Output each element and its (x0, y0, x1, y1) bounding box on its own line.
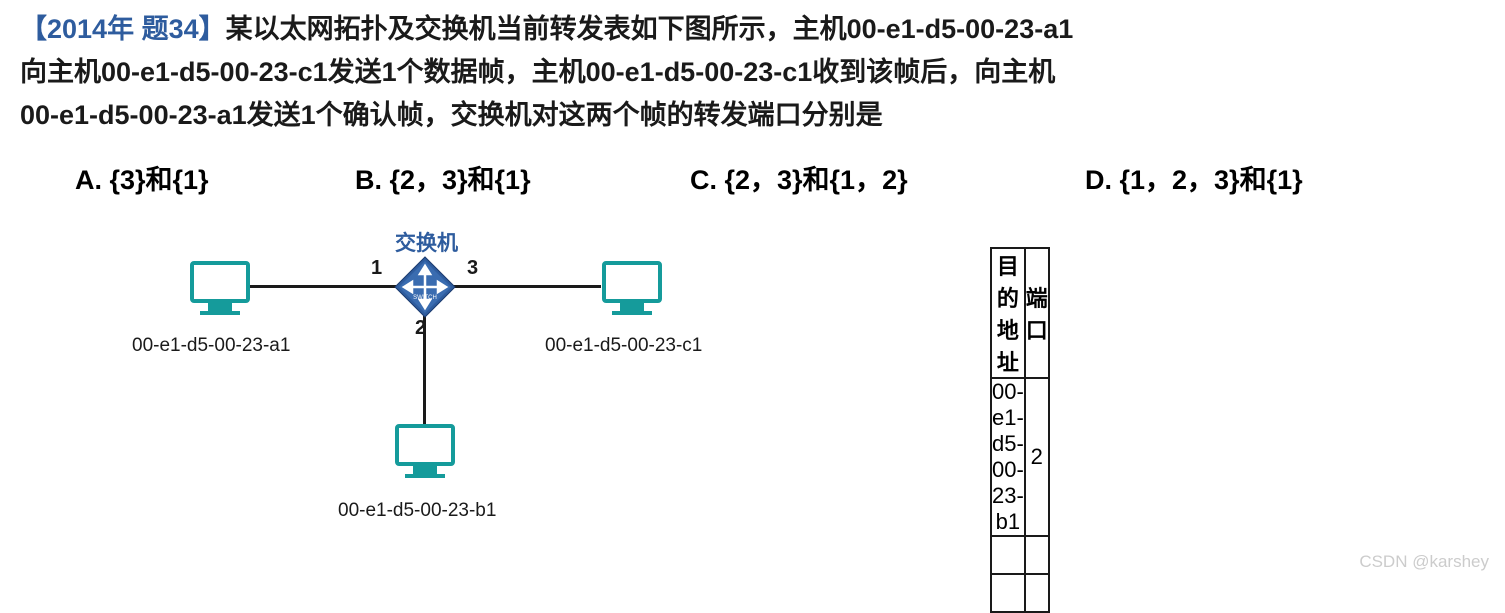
option-b: B. {2，3}和{1} (355, 158, 690, 197)
link-line-3 (453, 285, 601, 288)
host-c1 (602, 261, 662, 303)
question-text: 【2014年 题34】某以太网拓扑及交换机当前转发表如下图所示，主机00-e1-… (0, 0, 1505, 138)
cell-addr (991, 574, 1025, 612)
cell-port (1025, 536, 1049, 574)
question-line2: 向主机00-e1-d5-00-23-c1发送1个数据帧，主机00-e1-d5-0… (20, 57, 1055, 87)
port-label-3: 3 (467, 257, 478, 280)
switch-label: 交换机 (395, 227, 458, 257)
table-row (991, 574, 1049, 612)
host-label-a1: 00-e1-d5-00-23-a1 (132, 335, 290, 357)
switch-badge-text: SWITCH (413, 295, 437, 301)
link-line-1 (250, 285, 396, 288)
switch-icon: SWITCH (393, 255, 457, 319)
option-d: D. {1，2，3}和{1} (1085, 158, 1303, 197)
host-label-c1: 00-e1-d5-00-23-c1 (545, 335, 702, 357)
host-label-b1: 00-e1-d5-00-23-b1 (338, 500, 496, 522)
port-label-1: 1 (371, 257, 382, 280)
option-a: A. {3}和{1} (75, 158, 355, 197)
question-tag: 【2014年 题34】 (20, 14, 226, 44)
cell-addr: 00-e1-d5-00-23-b1 (991, 378, 1025, 536)
header-port: 端口 (1025, 248, 1049, 378)
forwarding-table: 目的地址 端口 00-e1-d5-00-23-b1 2 (990, 247, 1050, 613)
cell-port: 2 (1025, 378, 1049, 536)
table-header-row: 目的地址 端口 (991, 248, 1049, 378)
cell-addr (991, 536, 1025, 574)
port-label-2: 2 (415, 317, 426, 340)
host-a1 (190, 261, 250, 303)
header-addr: 目的地址 (991, 248, 1025, 378)
question-line3: 00-e1-d5-00-23-a1发送1个确认帧，交换机对这两个帧的转发端口分别… (20, 100, 883, 130)
watermark: CSDN @karshey (1359, 552, 1489, 572)
cell-port (1025, 574, 1049, 612)
network-diagram: 交换机 1 2 3 SWITCH (190, 227, 940, 537)
host-b1 (395, 424, 455, 466)
monitor-icon (395, 424, 455, 466)
content-area: 交换机 1 2 3 SWITCH (0, 197, 1505, 537)
question-line1: 某以太网拓扑及交换机当前转发表如下图所示，主机00-e1-d5-00-23-a1 (226, 14, 1074, 44)
table-row: 00-e1-d5-00-23-b1 2 (991, 378, 1049, 536)
table-row (991, 536, 1049, 574)
options-row: A. {3}和{1} B. {2，3}和{1} C. {2，3}和{1，2} D… (0, 138, 1505, 197)
monitor-icon (602, 261, 662, 303)
monitor-icon (190, 261, 250, 303)
option-c: C. {2，3}和{1，2} (690, 158, 1085, 197)
